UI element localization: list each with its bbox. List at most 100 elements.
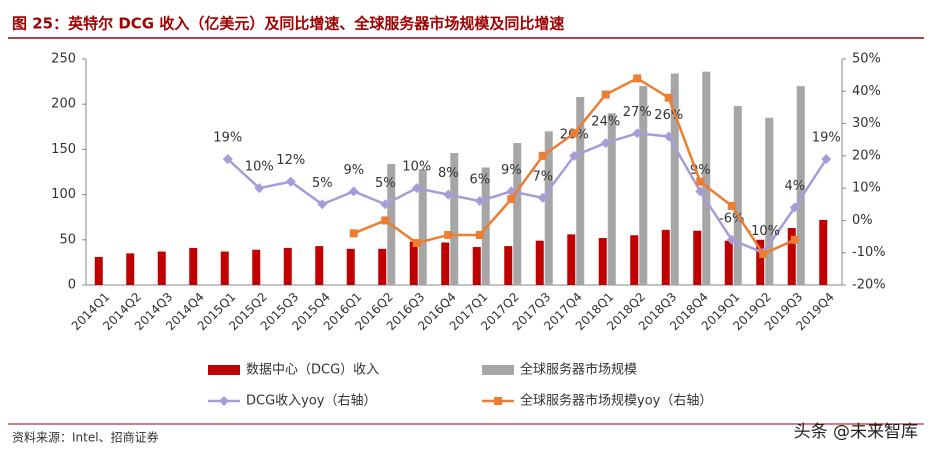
bar bbox=[756, 239, 765, 285]
data-label: 4% bbox=[784, 179, 805, 194]
bar bbox=[189, 247, 198, 285]
legend-marker bbox=[219, 396, 229, 406]
bar bbox=[504, 246, 513, 285]
y-tick-label: 150 bbox=[51, 142, 76, 157]
bar bbox=[378, 248, 387, 285]
data-label: 9% bbox=[501, 163, 522, 178]
bar bbox=[702, 71, 711, 285]
bar bbox=[472, 247, 481, 285]
bar bbox=[94, 256, 103, 285]
bar bbox=[535, 240, 544, 285]
bar bbox=[733, 106, 742, 286]
bar bbox=[630, 235, 639, 285]
data-label: 10% bbox=[245, 160, 274, 175]
bar bbox=[409, 241, 418, 285]
y2-tick-label: 30% bbox=[852, 116, 881, 131]
legend-label: 全球服务器市场规模 bbox=[520, 362, 637, 378]
y2-tick-label: -10% bbox=[852, 245, 886, 260]
data-label: -10% bbox=[746, 224, 780, 239]
marker bbox=[443, 189, 454, 200]
data-label: 19% bbox=[213, 131, 242, 146]
y2-tick-label: 50% bbox=[852, 52, 881, 67]
data-label: 27% bbox=[623, 105, 652, 120]
legend-swatch bbox=[208, 365, 240, 375]
data-label: 9% bbox=[343, 163, 364, 178]
data-label: 10% bbox=[402, 160, 431, 175]
bar bbox=[283, 247, 292, 285]
legend-marker bbox=[494, 397, 502, 405]
marker bbox=[222, 154, 233, 165]
bar bbox=[441, 242, 450, 285]
marker bbox=[632, 128, 643, 139]
data-label: 5% bbox=[375, 176, 396, 191]
legend-label: DCG收入yoy（右轴） bbox=[246, 394, 377, 409]
marker bbox=[254, 183, 265, 194]
marker bbox=[789, 202, 800, 213]
marker bbox=[412, 239, 421, 248]
bar bbox=[346, 248, 355, 285]
legend-label: 数据中心（DCG）收入 bbox=[246, 363, 379, 378]
y-tick-label: 250 bbox=[51, 52, 76, 67]
data-label: 6% bbox=[469, 173, 490, 188]
data-label: 8% bbox=[438, 166, 459, 181]
y2-tick-label: 0% bbox=[852, 213, 873, 228]
y-tick-label: 200 bbox=[51, 97, 76, 112]
bar bbox=[819, 219, 828, 285]
source-note: 资料来源：Intel、招商证券 bbox=[12, 430, 159, 445]
y2-tick-label: 10% bbox=[852, 181, 881, 196]
bar bbox=[576, 96, 585, 285]
marker bbox=[349, 229, 358, 238]
bar bbox=[787, 228, 796, 285]
bar bbox=[639, 86, 648, 286]
marker bbox=[381, 216, 390, 225]
marker bbox=[601, 90, 610, 99]
bar bbox=[796, 86, 805, 286]
bar bbox=[157, 251, 166, 285]
watermark: 头条 @未来智库 bbox=[794, 422, 918, 442]
marker bbox=[444, 230, 453, 239]
data-label: 7% bbox=[532, 169, 553, 184]
marker bbox=[538, 151, 547, 160]
y-tick-label: 0 bbox=[68, 278, 76, 293]
legend-label: 全球服务器市场规模yoy（右轴） bbox=[520, 393, 712, 409]
y-tick-label: 50 bbox=[59, 232, 76, 247]
bar bbox=[724, 240, 733, 285]
bar bbox=[220, 251, 229, 285]
bar bbox=[693, 230, 702, 285]
marker bbox=[633, 74, 642, 83]
y2-tick-label: 20% bbox=[852, 148, 881, 163]
marker bbox=[285, 176, 296, 187]
bar bbox=[670, 73, 679, 286]
bar bbox=[513, 143, 522, 285]
marker bbox=[600, 137, 611, 148]
marker bbox=[380, 199, 391, 210]
marker bbox=[570, 129, 579, 138]
bar bbox=[598, 237, 607, 285]
marker bbox=[726, 234, 737, 245]
y2-tick-label: 40% bbox=[852, 84, 881, 99]
marker bbox=[759, 250, 768, 259]
marker bbox=[663, 131, 674, 142]
marker bbox=[411, 183, 422, 194]
data-label: 26% bbox=[654, 108, 683, 123]
legend-swatch bbox=[482, 365, 514, 375]
marker bbox=[317, 199, 328, 210]
marker bbox=[727, 201, 736, 210]
bar bbox=[450, 153, 459, 285]
data-label: 24% bbox=[591, 114, 620, 129]
data-label: 12% bbox=[276, 153, 305, 168]
marker bbox=[790, 235, 799, 244]
marker bbox=[695, 186, 706, 197]
y2-tick-label: -20% bbox=[852, 278, 886, 293]
chart-title: 图 25：英特尔 DCG 收入（亿美元）及同比增速、全球服务器市场规模及同比增速 bbox=[12, 15, 564, 33]
bar bbox=[315, 246, 324, 285]
bar bbox=[607, 113, 616, 286]
data-label: 5% bbox=[312, 176, 333, 191]
marker bbox=[664, 93, 673, 102]
marker bbox=[696, 177, 705, 186]
marker bbox=[821, 154, 832, 165]
bar bbox=[418, 169, 427, 285]
marker bbox=[507, 195, 516, 204]
series-line bbox=[226, 131, 828, 255]
